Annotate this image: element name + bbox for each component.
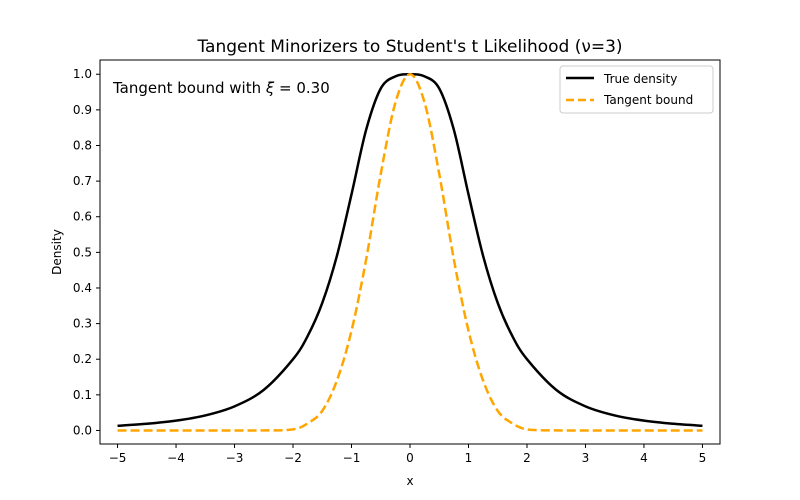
annotation-xi-symbol: ξ xyxy=(265,79,275,97)
chart-title: Tangent Minorizers to Student's t Likeli… xyxy=(196,37,622,57)
legend-box xyxy=(559,65,714,114)
y-tick-label: 0.9 xyxy=(73,103,92,117)
y-axis: 0.0 0.1 0.2 0.3 0.4 0.5 0.6 0.7 0.8 0.9 1.0 xyxy=(73,67,100,437)
y-axis-label: Density xyxy=(50,229,64,275)
legend: True density Tangent bound xyxy=(559,65,714,114)
y-tick-label: 1.0 xyxy=(73,67,92,81)
x-tick-label: −3 xyxy=(226,451,244,465)
y-tick-label: 0.0 xyxy=(73,423,92,437)
annotation-prefix: Tangent bound with xyxy=(112,79,266,97)
x-tick-label: −4 xyxy=(167,451,185,465)
annotation-text: Tangent bound with ξ = 0.30 xyxy=(112,79,330,97)
legend-label-true-density: True density xyxy=(603,72,677,86)
x-tick-label: 2 xyxy=(523,451,531,465)
y-tick-label: 0.1 xyxy=(73,388,92,402)
x-tick-label: −5 xyxy=(109,451,127,465)
x-axis-label: x xyxy=(406,474,413,488)
x-tick-label: 1 xyxy=(465,451,473,465)
legend-label-tangent-bound: Tangent bound xyxy=(603,93,693,107)
annotation-suffix: = 0.30 xyxy=(274,79,330,97)
series-line-tangent-bound xyxy=(117,73,703,432)
x-tick-label: 5 xyxy=(699,451,707,465)
x-tick-label: 3 xyxy=(582,451,590,465)
plot-area xyxy=(100,60,720,444)
series-layer xyxy=(117,72,703,432)
y-tick-label: 0.5 xyxy=(73,245,92,259)
y-tick-label: 0.8 xyxy=(73,138,92,152)
y-tick-label: 0.2 xyxy=(73,352,92,366)
x-tick-label: 4 xyxy=(640,451,648,465)
y-tick-label: 0.4 xyxy=(73,281,92,295)
x-tick-label: 0 xyxy=(406,451,414,465)
y-tick-label: 0.6 xyxy=(73,210,92,224)
x-axis: −5 −4 −3 −2 −1 0 1 2 3 4 5 xyxy=(109,444,707,465)
x-tick-label: −2 xyxy=(284,451,302,465)
y-tick-label: 0.3 xyxy=(73,317,92,331)
x-tick-label: −1 xyxy=(343,451,361,465)
y-tick-label: 0.7 xyxy=(73,174,92,188)
